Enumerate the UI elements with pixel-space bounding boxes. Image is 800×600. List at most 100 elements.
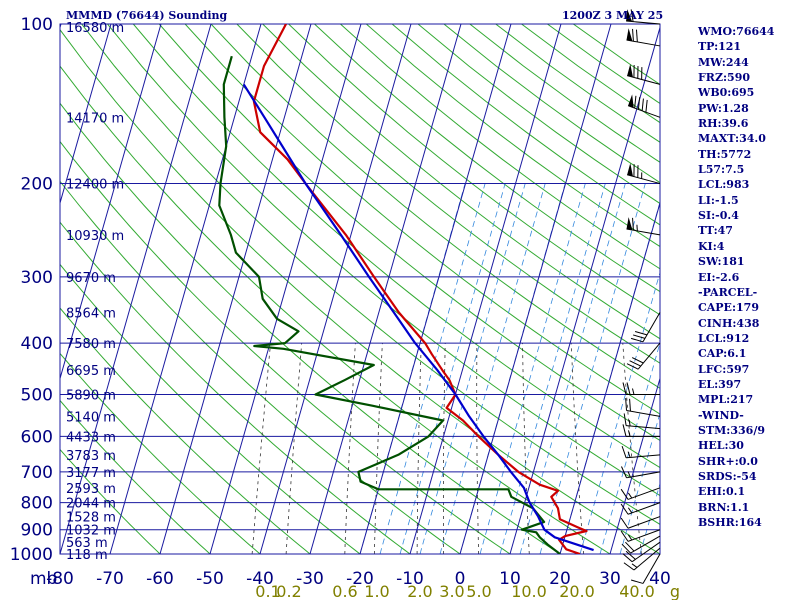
index-item: CINH:438 <box>698 316 760 330</box>
barb-flag <box>627 63 633 78</box>
barb-full <box>626 382 631 395</box>
barb-shaft <box>626 409 661 417</box>
index-item: LFC:597 <box>698 362 750 376</box>
dry-adiabat <box>60 102 561 554</box>
barb-shaft <box>642 553 661 584</box>
mixing-ratio-line <box>522 343 530 554</box>
index-item: L57:7.5 <box>698 163 745 177</box>
mixing-ratio-label: 40.0 <box>619 582 655 600</box>
barb-full <box>621 445 627 458</box>
height-label: 12400 m <box>66 178 124 193</box>
index-item: -PARCEL- <box>698 285 758 299</box>
index-item: SI:-0.4 <box>698 209 739 223</box>
wind-barb <box>620 502 661 515</box>
barb-flag <box>626 217 633 231</box>
mixing-ratio-line <box>570 343 584 554</box>
height-label: 5140 m <box>66 410 116 425</box>
dry-adiabat <box>288 24 660 316</box>
index-item: WMO:76644 <box>698 25 775 38</box>
moist-adiabat <box>579 271 660 554</box>
height-label: 3783 m <box>66 449 116 464</box>
barb-full <box>632 334 646 339</box>
height-label: 16580 m <box>66 21 124 36</box>
temperature-tick-label: -30 <box>296 569 324 589</box>
barb-shaft <box>627 75 661 85</box>
barb-half <box>628 430 631 437</box>
barb-shaft <box>626 454 661 459</box>
isotherm <box>309 24 462 554</box>
height-label: 563 m <box>66 536 108 551</box>
height-label: 1032 m <box>66 524 116 539</box>
wind-barb <box>622 382 660 395</box>
wind-barb <box>626 9 661 25</box>
temperature-tick-label: -10 <box>396 569 424 589</box>
dry-adiabat <box>60 352 261 554</box>
isotherm <box>209 24 362 554</box>
moist-adiabat <box>379 183 486 554</box>
height-label: 6695 m <box>66 364 116 379</box>
pressure-tick-label: 400 <box>21 334 53 354</box>
index-item: LCL:983 <box>698 178 750 192</box>
wind-barb <box>625 398 661 417</box>
wind-barb <box>622 424 660 437</box>
barb-flag <box>626 9 633 22</box>
valid-time: 1200Z 3 MAY 25 <box>562 9 664 22</box>
index-item: SRDS:-54 <box>698 469 757 483</box>
index-item: TH:5772 <box>698 147 752 161</box>
index-item: LI:-1.5 <box>698 193 739 207</box>
pressure-tick-label: 300 <box>21 268 53 288</box>
wind-barb <box>627 94 661 118</box>
barb-shaft <box>633 547 661 571</box>
height-label: 118 m <box>66 548 108 563</box>
height-label: 2044 m <box>66 497 116 512</box>
dry-adiabat <box>158 24 660 442</box>
pressure-tick-label: 200 <box>21 175 53 195</box>
barb-shaft <box>627 502 661 515</box>
dry-adiabat <box>184 24 660 415</box>
height-label: 1528 m <box>66 511 116 526</box>
dry-adiabat <box>60 180 461 554</box>
barb-shaft <box>626 228 661 236</box>
moist-adiabat <box>479 183 586 554</box>
wind-barb <box>622 541 661 563</box>
pressure-tick-label: 800 <box>21 494 53 514</box>
index-item: PW:1.28 <box>698 101 749 115</box>
temperature-tick-label: 0 <box>455 569 466 589</box>
moist-adiabat <box>519 183 626 554</box>
barb-half <box>627 507 633 514</box>
wind-barb <box>626 217 661 236</box>
index-item: EI:-2.6 <box>698 270 740 284</box>
height-label: 9670 m <box>66 271 116 286</box>
barb-full <box>629 398 631 412</box>
index-item: MAXT:34.0 <box>698 132 766 146</box>
dry-adiabat <box>210 24 660 389</box>
plot-frame <box>59 23 661 555</box>
barb-full <box>623 413 627 426</box>
index-item: STM:336/9 <box>698 423 765 437</box>
mixing-ratio-label: 20.0 <box>559 582 595 600</box>
index-item: EHI:0.1 <box>698 485 746 499</box>
temperature-tick-label: -60 <box>146 569 174 589</box>
wind-barb <box>623 547 661 571</box>
mixing-ratio-label: 2.0 <box>407 582 432 600</box>
barb-full <box>620 503 629 515</box>
index-item: MPL:217 <box>698 393 754 407</box>
dry-adiabat <box>60 221 411 554</box>
index-item: FRZ:590 <box>698 71 751 85</box>
barb-full <box>645 99 648 113</box>
temperature-tick-label: -70 <box>96 569 124 589</box>
barb-shaft <box>626 425 661 430</box>
isotherm <box>359 24 512 554</box>
mixing-ratio-label: 10.0 <box>511 582 547 600</box>
wind-barb <box>627 163 661 185</box>
height-label: 10930 m <box>66 229 124 244</box>
station-title: MMMD (76644) Sounding <box>66 9 228 22</box>
height-label: 5890 m <box>66 388 116 403</box>
temperature-trace <box>252 24 588 554</box>
pressure-tick-label: 1000 <box>10 545 53 565</box>
dry-adiabat <box>60 65 611 554</box>
barb-full <box>632 28 634 42</box>
wind-barb <box>621 445 661 459</box>
mixing-ratio-label: 0.1 <box>255 582 280 600</box>
barb-half <box>632 388 635 395</box>
